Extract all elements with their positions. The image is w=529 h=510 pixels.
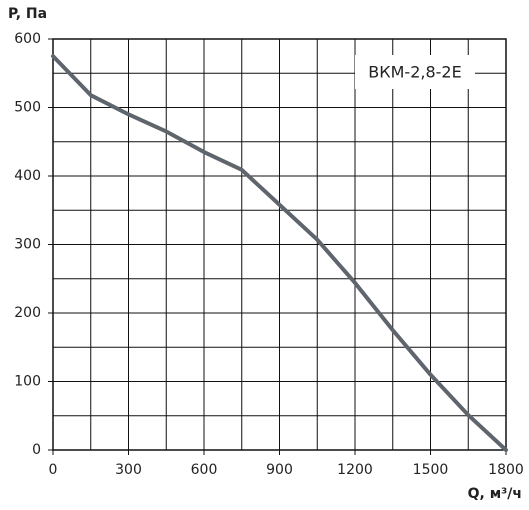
x-axis-label: Q, м³/ч [468,486,522,502]
y-tick-label: 600 [14,31,41,47]
y-tick-label: 0 [32,442,41,458]
y-tick-label: 400 [14,168,41,184]
label-box [355,55,475,89]
x-tick-label: 300 [115,462,142,478]
y-tick-label: 300 [14,237,41,253]
x-tick-label: 1800 [488,462,524,478]
x-tick-label: 1500 [413,462,449,478]
x-tick-label: 600 [191,462,218,478]
x-tick-label: 0 [49,462,58,478]
curve [51,54,508,452]
y-axis-label: P, Па [8,6,47,22]
x-tick-label: 1200 [337,462,373,478]
y-tick-label: 500 [14,100,41,116]
curve-label: ВКМ-2,8-2Е [368,63,461,82]
x-tick-label: 900 [266,462,293,478]
y-tick-label: 200 [14,305,41,321]
y-tick-label: 100 [14,374,41,390]
